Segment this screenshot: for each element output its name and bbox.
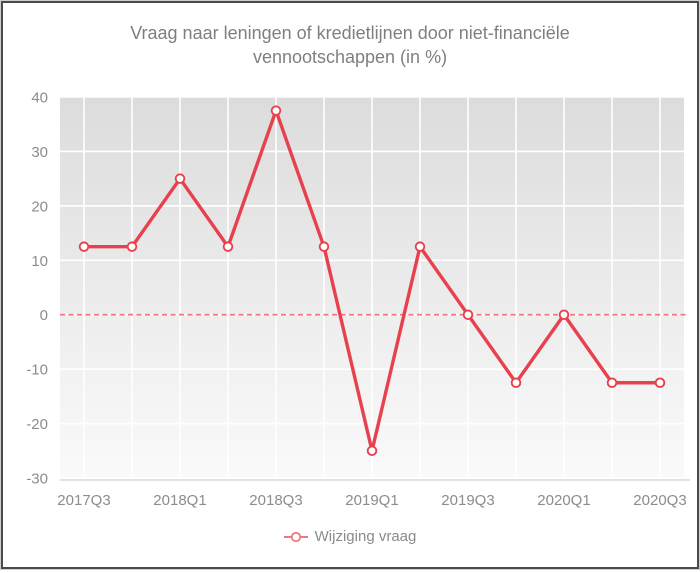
legend-label: Wijziging vraag [314,528,417,545]
data-point[interactable] [558,309,570,320]
y-axis-tick-label: 0 [40,307,48,324]
data-point[interactable] [174,173,186,184]
data-point[interactable] [78,241,90,252]
data-point[interactable] [270,105,282,116]
x-axis-tick-label: 2020Q1 [537,492,590,509]
x-axis-tick-label: 2019Q1 [345,492,398,509]
y-axis-tick-label: 40 [31,90,48,107]
y-axis-tick-label: 20 [31,198,48,215]
data-point[interactable] [510,377,522,389]
legend-item[interactable]: Wijziging vraag [3,528,697,545]
data-point[interactable] [462,309,474,320]
x-axis-tick-label: 2017Q3 [57,492,110,509]
chart-title-text: Vraag naar leningen of kredietlijnen doo… [130,23,570,67]
x-axis-tick-label: 2020Q3 [633,492,686,509]
data-point[interactable] [126,241,138,252]
y-axis-tick-label: -30 [26,471,48,488]
line-chart-canvas: 40 30 20 10 0 -10 -20 -30 2017Q3 2018Q1 2018Q3 2019… [26,90,690,509]
data-point[interactable] [318,241,330,252]
data-point[interactable] [606,377,618,389]
legend-marker-icon [283,531,308,542]
x-axis-tick-label: 2018Q3 [249,492,302,509]
y-axis-tick-label: 30 [31,144,48,161]
data-point[interactable] [222,241,234,252]
y-axis-tick-label: -20 [26,416,48,433]
data-point[interactable] [414,241,426,252]
y-axis-tick-label: -10 [26,362,48,379]
y-axis-tick-label: 10 [31,253,48,270]
data-point[interactable] [654,377,666,389]
x-axis-tick-label: 2018Q1 [153,492,206,509]
chart-title: Vraag naar leningen of kredietlijnen doo… [3,22,697,70]
data-point[interactable] [366,445,378,457]
x-axis-tick-label: 2019Q3 [441,492,494,509]
